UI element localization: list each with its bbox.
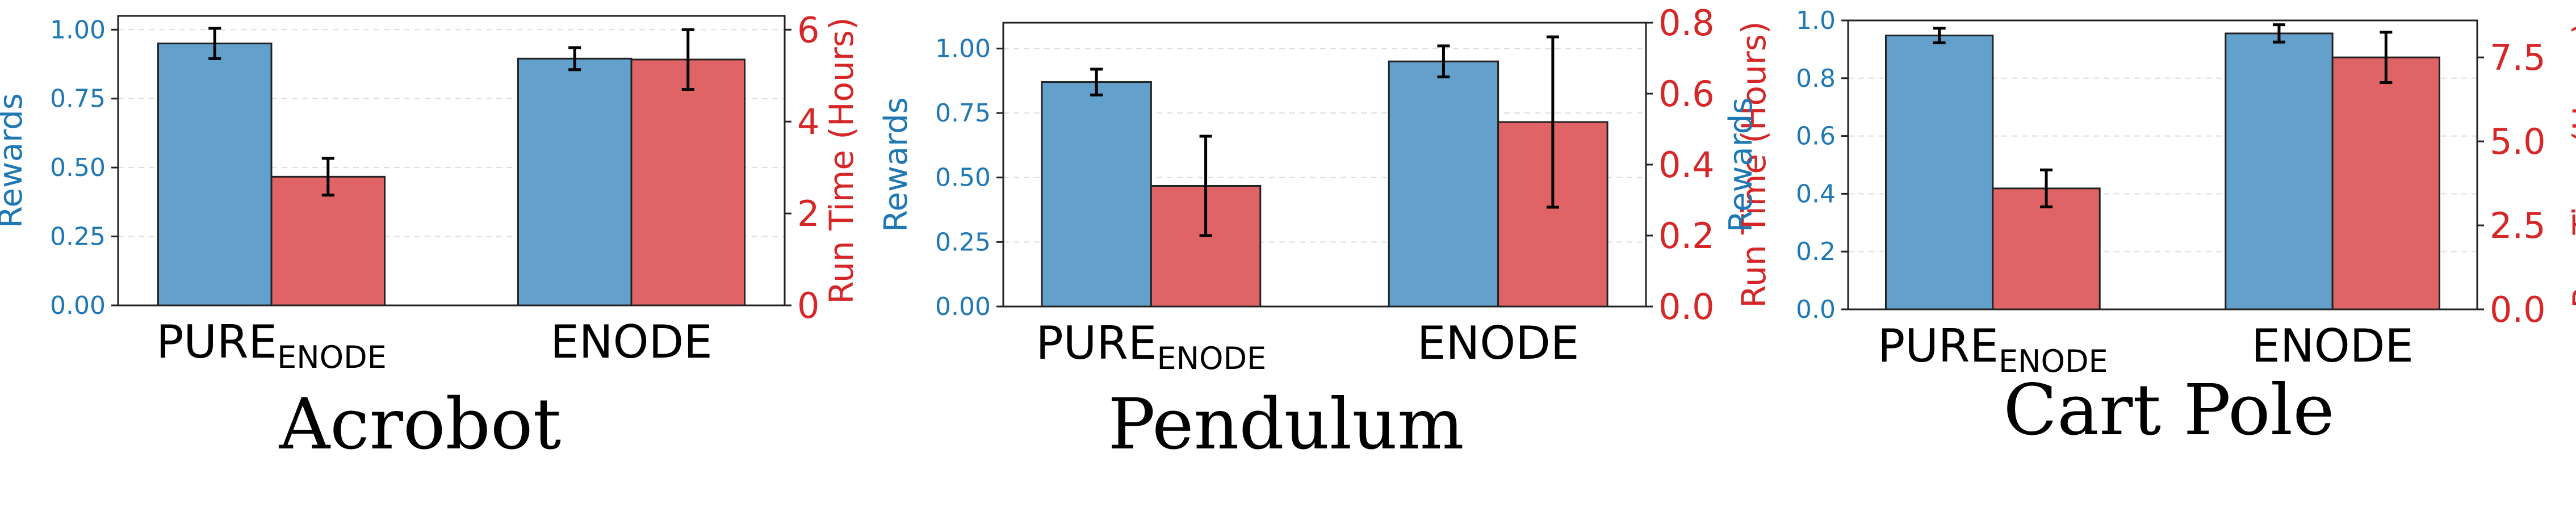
chart-0: PUREENODE ENODE0.000.250.500.751.000246Re… [0,9,861,465]
panel-title: Acrobot [279,384,562,465]
rewards-bar-0 [1884,34,1994,310]
y-tick-label-right: 4 [797,101,819,142]
error-bar-rewards-1 [2272,23,2285,44]
y-axis-label-right: Run Time (Hours) [2566,22,2576,308]
chart-2: PUREENODE ENODE0.00.20.40.60.81.00.02.55.… [1723,6,2576,451]
y-tick-label-left: 0.75 [50,85,106,114]
y-tick-label-right: 0.8 [1658,2,1715,44]
x-tick-label-base: PURE [1036,317,1157,370]
y-tick-label-right: 2 [797,193,819,234]
rewards-bar-1 [2225,32,2334,310]
chart-1: PUREENODE ENODE0.000.250.500.751.000.00.2… [878,2,1773,465]
error-bar-rewards-1 [1437,44,1450,78]
y-tick-label-left: 0.6 [1796,122,1836,151]
y-tick-label-left: 0.00 [50,291,106,320]
y-tick-label-left: 0.25 [935,228,991,257]
y-tick-label-right: 0.2 [1658,215,1715,257]
x-tick-label-0: PUREENODE [1878,320,2108,379]
runtime-bar-1 [2331,56,2441,310]
error-bar-runtime-1 [1546,35,1559,209]
x-tick-label-base: PURE [156,316,277,368]
y-axis-label-left: Rewards [1723,98,1760,233]
x-tick-label-base: ENODE [550,316,713,368]
error-bar-runtime-0 [2040,168,2053,208]
y-tick-label-left: 0.50 [935,163,991,192]
y-tick-label-right: 0.0 [1658,286,1715,328]
error-bar-runtime-0 [1199,135,1212,237]
y-tick-label-left: 0.00 [935,292,991,321]
y-axis-label-left: Rewards [878,97,915,232]
rewards-bar-1 [517,57,633,307]
x-tick-label-subscript: ENODE [1157,341,1266,376]
error-bar-rewards-0 [208,27,221,60]
y-tick-label-right: 5.0 [2490,121,2546,162]
y-tick-label-left: 0.25 [50,223,106,251]
y-tick-label-left: 0.2 [1796,237,1836,266]
x-tick-label-base: ENODE [1417,317,1580,370]
x-tick-label-base: PURE [1878,320,1999,372]
y-axis-label-left: Rewards [0,93,30,228]
x-tick-label-0: PUREENODE [1036,317,1267,376]
x-tick-label-base: ENODE [2251,320,2414,372]
y-tick-label-left: 1.00 [935,34,991,63]
rewards-bar-1 [1388,60,1499,308]
panel-title: Cart Pole [2003,370,2334,451]
y-tick-label-right: 0 [797,285,819,326]
error-bar-runtime-1 [2380,31,2393,84]
runtime-bar-0 [1992,187,2101,310]
error-bar-rewards-0 [1933,27,1946,44]
y-tick-label-left: 0.8 [1796,64,1836,93]
x-tick-label-1: ENODE [2251,320,2414,372]
y-tick-label-right: 0.4 [1658,144,1715,186]
y-tick-label-right: 7.5 [2490,37,2546,78]
x-tick-label-1: ENODE [1417,317,1580,370]
error-bar-runtime-1 [681,28,694,91]
y-tick-label-left: 0.4 [1796,179,1836,208]
runtime-bar-1 [630,58,746,307]
y-tick-label-right: 6 [797,9,819,51]
error-bar-rewards-0 [1090,68,1103,96]
x-tick-label-0: PUREENODE [156,316,387,375]
y-tick-label-right: 0.0 [2490,289,2546,330]
y-tick-label-left: 0.0 [1796,295,1836,324]
plot-frame [1847,19,2478,310]
y-tick-label-right: 0.6 [1658,73,1715,115]
x-tick-label-subscript: ENODE [277,339,387,375]
error-bar-rewards-1 [568,46,581,72]
panel-title: Pendulum [1108,384,1464,465]
y-axis-label-right: Run Time (Hours) [1735,21,1773,308]
chart-panels: PUREENODE ENODE0.000.250.500.751.000246Re… [0,2,2576,465]
runtime-bar-0 [270,175,386,307]
x-tick-label-1: ENODE [550,316,713,368]
y-axis-label-right: Run Time (Hours) [822,17,861,304]
y-tick-label-left: 0.50 [50,153,106,182]
x-tick-label-subscript: ENODE [1999,343,2108,379]
rewards-bar-0 [1041,81,1152,308]
y-tick-label-left: 0.75 [935,99,991,128]
rewards-bar-0 [157,43,273,307]
y-tick-label-left: 1.00 [50,15,106,44]
plot-frame [117,15,786,307]
error-bar-runtime-0 [321,157,334,197]
y-tick-label-right: 2.5 [2490,205,2546,246]
y-tick-label-left: 1.0 [1796,6,1836,35]
